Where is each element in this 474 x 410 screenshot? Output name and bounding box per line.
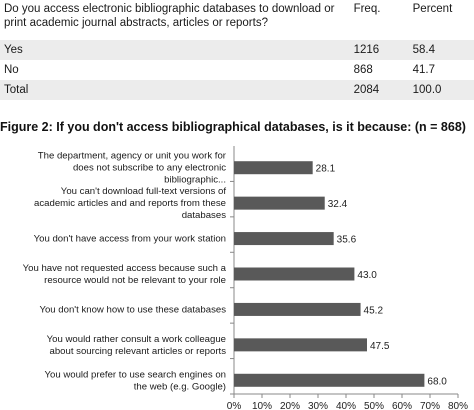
data-label: 68.0 [427, 376, 447, 387]
freq-header: Freq. [353, 3, 381, 15]
bar [234, 267, 355, 281]
x-tick-label: 0% [227, 401, 242, 410]
bar [234, 161, 313, 175]
x-tick-label: 80% [448, 401, 468, 410]
row-percent: 100.0 [408, 80, 474, 100]
x-tick-label: 60% [392, 401, 412, 410]
table-row: Yes 1216 58.4 [0, 40, 474, 60]
data-label: 43.0 [357, 270, 377, 281]
table-row: Total 2084 100.0 [0, 80, 474, 100]
data-label: 32.4 [328, 199, 348, 210]
x-tick-label: 40% [336, 401, 356, 410]
x-tick-label: 20% [280, 401, 300, 410]
row-label: Yes [0, 40, 350, 60]
x-tick-label: 50% [364, 401, 384, 410]
bar [234, 302, 361, 316]
row-freq: 868 [349, 60, 409, 80]
question-header: Do you access electronic bibliographic d… [4, 3, 335, 29]
category-label: The department, agency or unit you work … [38, 151, 227, 186]
bar-chart: 0% 10% 20% 30% 40% 50% 60% 70% 80% 28.1 The depart… [23, 146, 468, 410]
table-header-row: Do you access electronic bibliographic d… [0, 0, 474, 40]
row-freq: 2084 [349, 80, 409, 100]
data-label: 28.1 [316, 164, 336, 175]
x-tick-label: 30% [308, 401, 328, 410]
bar [234, 196, 325, 210]
category-label: You would rather consult a work colleagu… [47, 334, 227, 357]
category-label: You can't download full-text versions of… [34, 186, 226, 221]
category-label: You don't know how to use these database… [39, 304, 226, 315]
data-label: 35.6 [337, 235, 357, 246]
table-row: No 868 41.7 [0, 60, 474, 80]
category-label: You don't have access from your work sta… [34, 234, 226, 245]
bar [234, 232, 334, 246]
data-label: 45.2 [364, 305, 384, 316]
row-label: Total [0, 80, 350, 100]
row-percent: 41.7 [408, 60, 474, 80]
bar [234, 338, 367, 352]
x-tick-label: 70% [420, 401, 440, 410]
category-label: You have not requested access because su… [23, 263, 227, 286]
percent-header: Percent [412, 3, 453, 15]
x-tick-label: 10% [252, 401, 272, 410]
row-freq: 1216 [349, 40, 409, 60]
row-percent: 58.4 [408, 40, 474, 60]
data-label: 47.5 [370, 341, 390, 352]
bar [234, 373, 425, 387]
results-table: Do you access electronic bibliographic d… [0, 0, 474, 100]
row-label: No [0, 60, 350, 80]
figure-title: Figure 2: If you don't access bibliograp… [0, 120, 466, 134]
category-label: You would prefer to use search engines o… [44, 369, 226, 392]
